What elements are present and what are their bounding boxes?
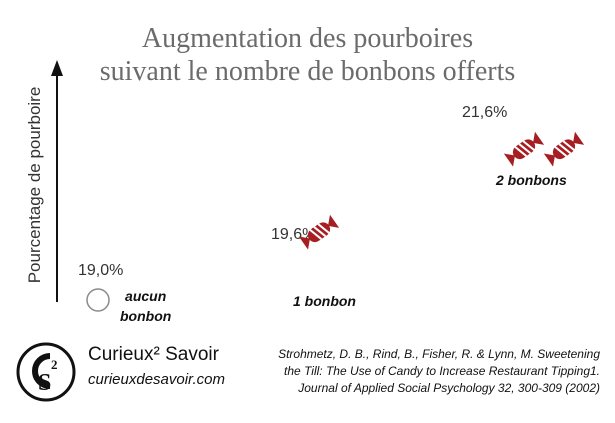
curieux-savoir-logo-icon: 2 S	[16, 342, 76, 402]
data-label-aucun-bonbon: 19,0%	[78, 262, 124, 279]
chart-title: Augmentation des pourboires suivant le n…	[0, 22, 615, 88]
chart-title-line-2: suivant le nombre de bonbons offerts	[99, 56, 516, 87]
citation-line: Journal of Applied Social Psychology 32,…	[298, 381, 600, 395]
candy-icon	[543, 131, 585, 167]
brand-url: curieuxdesavoir.com	[88, 371, 225, 388]
brand-name: Curieux² Savoir	[88, 344, 219, 365]
candy-icon	[503, 131, 545, 167]
category-label-line: bonbon	[120, 308, 172, 324]
chart-title-line-1: Augmentation des pourboires	[141, 23, 474, 54]
data-label-2-bonbons: 21,6%	[462, 104, 508, 121]
empty-plate-marker	[86, 288, 110, 312]
category-label-line: aucun	[125, 288, 167, 304]
citation-line: the Till: The Use of Candy to Increase R…	[284, 364, 600, 378]
category-label-aucun-bonbon: aucun bonbon	[120, 286, 171, 326]
y-axis-arrow-icon	[51, 60, 63, 76]
candy-icon	[298, 214, 340, 250]
svg-text:S: S	[38, 370, 51, 396]
category-label-1-bonbon: 1 bonbon	[293, 293, 356, 309]
category-label-2-bonbons: 2 bonbons	[496, 172, 567, 188]
svg-text:2: 2	[51, 357, 58, 372]
citation: Strohmetz, D. B., Rind, B., Fisher, R. &…	[244, 346, 600, 397]
citation-line: Strohmetz, D. B., Rind, B., Fisher, R. &…	[278, 347, 600, 361]
